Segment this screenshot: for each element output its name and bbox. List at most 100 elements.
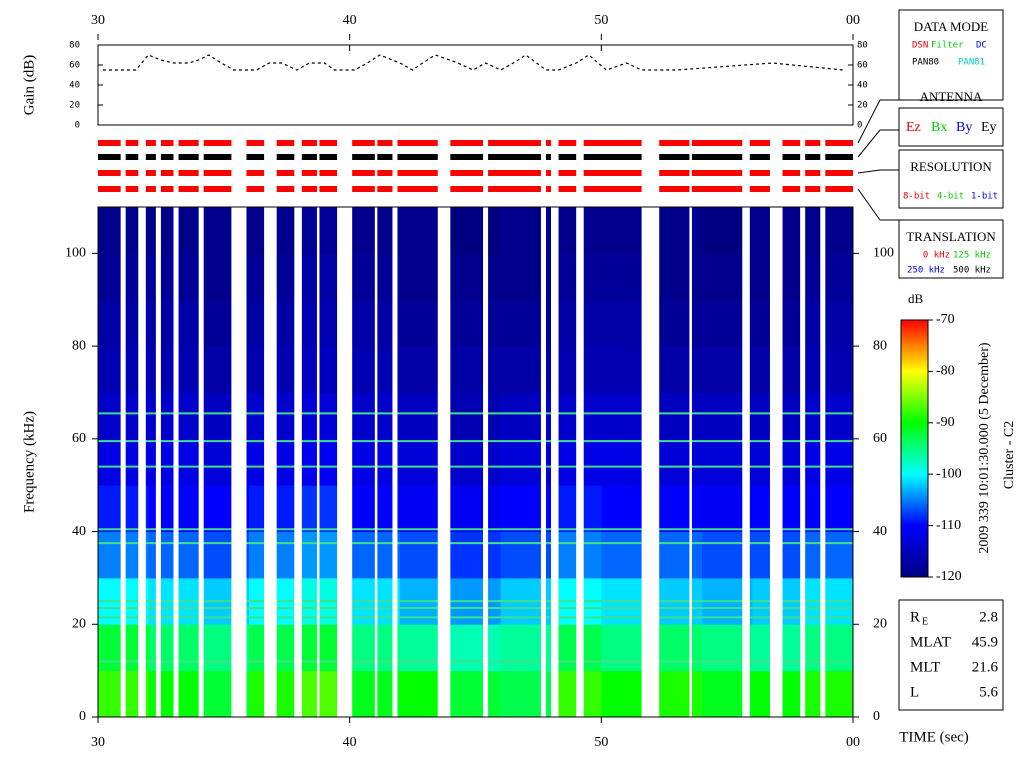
info-box <box>898 599 1004 711</box>
mode-strip <box>160 170 174 176</box>
y-tick-label: 40 <box>69 81 80 91</box>
antenna-item: By <box>956 120 972 135</box>
data-gap <box>641 207 660 717</box>
info-value: 2.8 <box>979 609 998 625</box>
colorbar-tick-label: -120 <box>936 569 962 584</box>
mode-strip <box>397 154 438 160</box>
mode-item: Filter <box>931 41 964 51</box>
mode-item: PAN80 <box>912 58 939 68</box>
info-label: MLT <box>910 659 940 675</box>
mode-strip <box>160 140 174 146</box>
data-gap <box>264 207 277 717</box>
data-gap <box>576 207 584 717</box>
y-tick-label: 60 <box>69 61 80 71</box>
spectrogram-cell <box>651 346 703 393</box>
antenna-item: Ey <box>981 120 997 135</box>
data-gap <box>155 207 161 717</box>
mode-strip <box>805 140 821 146</box>
mode-strip <box>246 186 265 192</box>
y-tick-label: 100 <box>873 246 894 261</box>
mode-strip <box>583 170 642 176</box>
mode-item: PAN81 <box>958 58 985 68</box>
spectrogram-cell <box>802 299 854 347</box>
box-title: DATA MODE <box>914 19 988 34</box>
mode-strip <box>125 170 139 176</box>
mode-strip <box>145 170 156 176</box>
mode-strip <box>545 170 551 176</box>
mode-strip <box>145 186 156 192</box>
data-gap <box>337 207 353 717</box>
gain-frame <box>97 44 854 126</box>
mode-strip <box>825 186 853 192</box>
x-tick-label: 00 <box>846 13 860 28</box>
mode-strip <box>246 170 265 176</box>
connector <box>857 129 899 158</box>
data-gap <box>198 207 204 717</box>
mode-strip <box>558 154 577 160</box>
mode-strip <box>450 186 484 192</box>
mode-strip <box>352 140 375 146</box>
y-tick-label: 80 <box>873 338 887 353</box>
antenna-item: Bx <box>931 120 947 135</box>
spectrogram-cell <box>450 624 502 672</box>
y-tick-label: 40 <box>873 524 887 539</box>
mode-strip <box>178 186 199 192</box>
data-gap <box>173 207 179 717</box>
mode-strip <box>98 140 121 146</box>
mode-strip <box>659 154 690 160</box>
mode-strip <box>160 186 174 192</box>
data-gap <box>689 207 692 717</box>
mode-strip <box>558 170 577 176</box>
x-axis-label: TIME (sec) <box>899 729 969 745</box>
mode-strip <box>583 186 642 192</box>
mode-strip <box>558 186 577 192</box>
mode-strip <box>246 140 265 146</box>
data-gap <box>392 207 398 717</box>
mode-strip <box>178 154 199 160</box>
x-tick-label: 50 <box>594 735 608 750</box>
spectrogram-cell <box>802 207 854 254</box>
spectrogram-cell <box>802 531 854 579</box>
spectrogram-cell <box>802 670 854 718</box>
y-tick-label: 60 <box>857 61 868 71</box>
mode-strip <box>125 186 139 192</box>
mode-strip <box>98 154 121 160</box>
mode-strip <box>301 140 317 146</box>
gain-line <box>103 54 843 71</box>
mode-strip <box>558 140 577 146</box>
mode-strip <box>276 186 295 192</box>
spectrogram-cell <box>802 253 854 301</box>
spectrogram-cell <box>651 531 703 579</box>
y-tick-label: 0 <box>79 709 86 724</box>
y-tick-label: 20 <box>72 616 86 631</box>
mode-strip <box>397 140 438 146</box>
mode-strip <box>545 186 551 192</box>
mode-strip <box>805 154 821 160</box>
box <box>898 149 1004 209</box>
colorbar-tick-label: -100 <box>936 466 962 481</box>
data-gap <box>316 207 320 717</box>
spectrogram-cell <box>802 624 854 672</box>
spectrogram-cell <box>651 485 703 533</box>
spectrogram-cell <box>651 253 703 301</box>
spectrogram-cell <box>450 485 502 533</box>
box-title: RESOLUTION <box>910 159 992 174</box>
info-value: 21.6 <box>972 659 999 675</box>
mode-strip <box>749 140 770 146</box>
mode-strip <box>691 186 743 192</box>
mode-item: DSN <box>912 41 928 51</box>
y-tick-label: 40 <box>857 81 868 91</box>
mode-strip <box>805 186 821 192</box>
x-tick-label: 40 <box>343 13 357 28</box>
mode-strip <box>782 170 801 176</box>
spectrogram-cell <box>450 438 502 486</box>
colorbar-tick-label: -70 <box>936 312 955 327</box>
mode-strip <box>749 186 770 192</box>
spectrogram-frame <box>97 206 854 718</box>
side-boxes: DATA MODE DSN Filter DC PAN80 PAN81 ANTE… <box>857 9 1004 711</box>
mode-strip <box>178 140 199 146</box>
mode-strip <box>160 154 174 160</box>
trans-item: 250 kHz <box>907 266 945 276</box>
mode-strip <box>749 154 770 160</box>
data-gap <box>800 207 806 717</box>
